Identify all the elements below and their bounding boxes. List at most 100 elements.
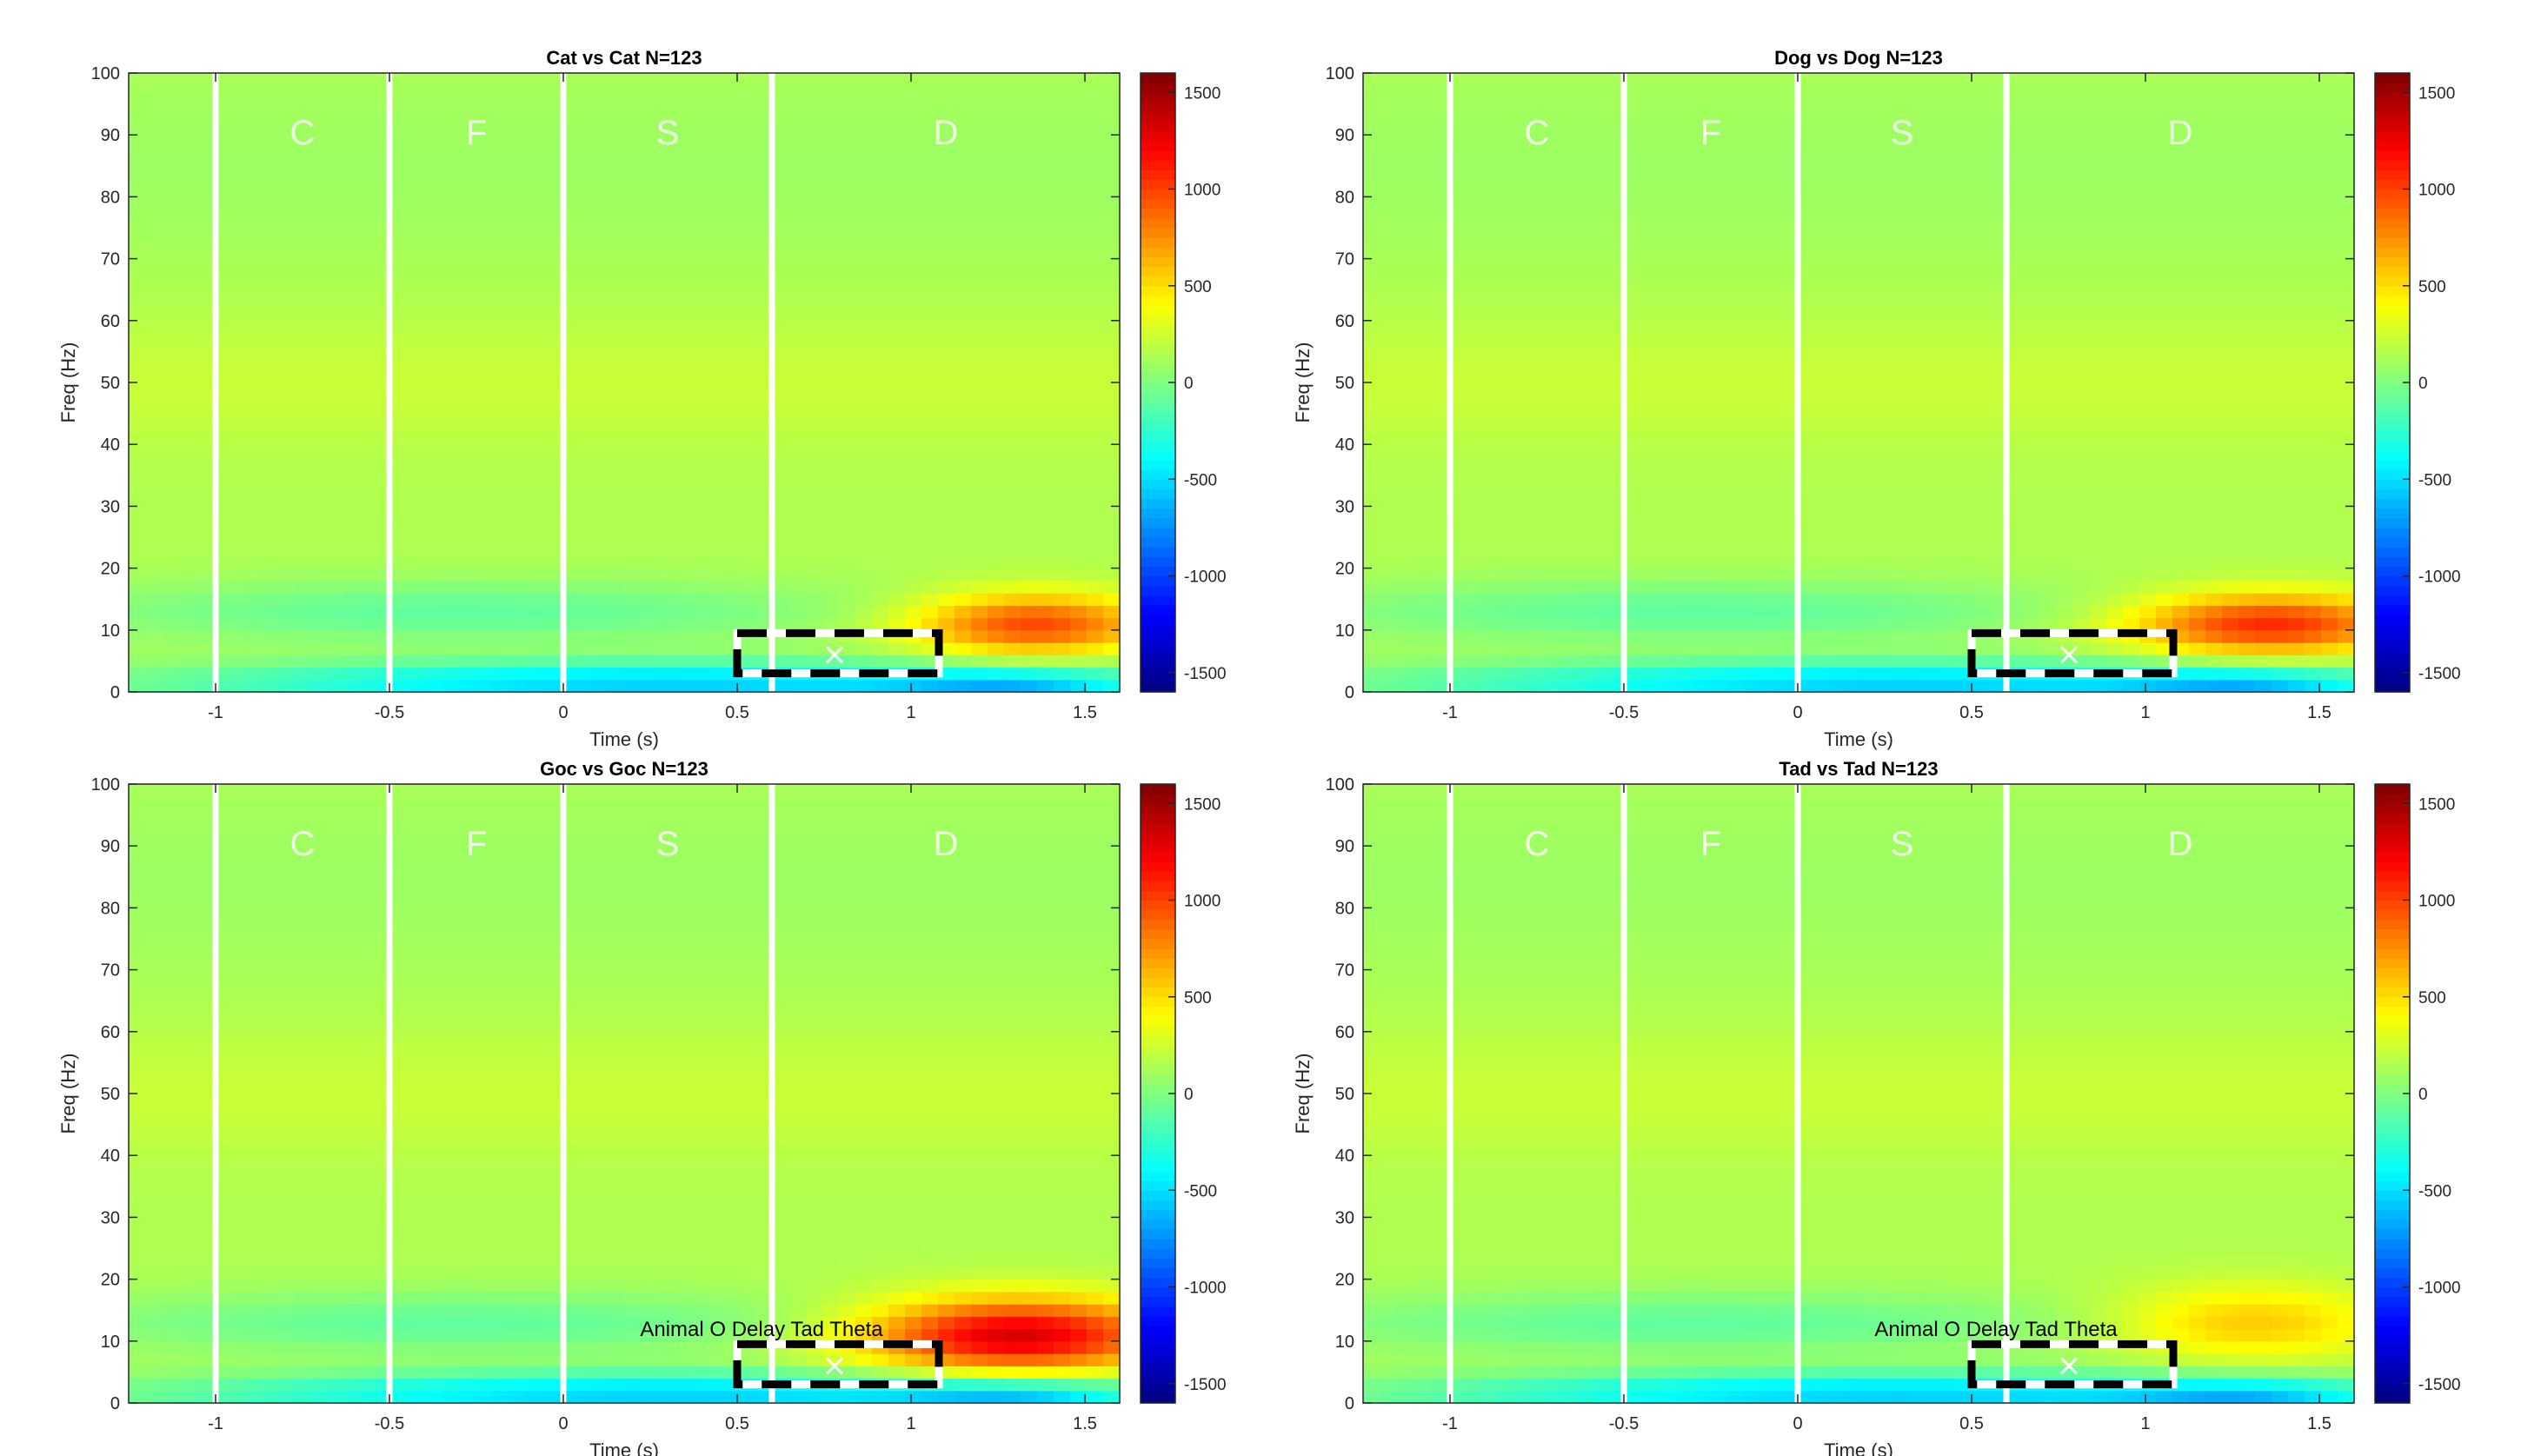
heatmap-cell: [1512, 655, 1529, 668]
heatmap-cell: [1103, 629, 1121, 643]
heatmap-cell: [575, 209, 592, 223]
heatmap-cell: [1103, 419, 1121, 433]
heatmap-cell: [426, 494, 443, 507]
heatmap-cell: [905, 73, 922, 86]
colorbar-step: [1141, 615, 1175, 625]
heatmap-cell: [905, 580, 922, 594]
heatmap-cell: [921, 617, 939, 631]
heatmap-cell: [1842, 530, 1859, 544]
heatmap-cell: [1021, 593, 1038, 606]
heatmap-cell: [1413, 395, 1430, 409]
heatmap-cell: [1561, 518, 1579, 532]
heatmap-cell: [591, 655, 609, 668]
heatmap-cell: [393, 369, 410, 383]
heatmap-cell: [244, 209, 262, 223]
heatmap-cell: [888, 184, 906, 197]
heatmap-cell: [1429, 469, 1447, 482]
heatmap-cell: [1429, 73, 1447, 86]
heatmap-cell: [426, 530, 443, 544]
heatmap-cell: [1363, 679, 1380, 693]
heatmap-cell: [1809, 617, 1826, 631]
heatmap-cell: [773, 196, 790, 210]
heatmap-cell: [492, 617, 509, 631]
heatmap-cell: [1413, 679, 1430, 693]
heatmap-cell: [575, 320, 592, 334]
heatmap-cell: [822, 184, 840, 197]
heatmap-cell: [310, 196, 328, 210]
colorbar-step: [1141, 315, 1175, 325]
heatmap-cell: [641, 196, 658, 210]
heatmap-cell: [1693, 258, 1711, 272]
heatmap-cell: [162, 171, 179, 185]
heatmap-cell: [492, 258, 509, 272]
heatmap-cell: [955, 431, 972, 445]
heatmap-cell: [294, 97, 311, 111]
heatmap-cell: [1037, 97, 1054, 111]
heatmap-cell: [740, 234, 757, 247]
heatmap-cell: [822, 506, 840, 520]
heatmap-cell: [1759, 642, 1777, 655]
heatmap-cell: [228, 246, 245, 260]
heatmap-cell: [1809, 234, 1826, 247]
heatmap-cell: [1826, 605, 1843, 619]
heatmap-cell: [178, 568, 196, 582]
heatmap-cell: [509, 258, 526, 272]
heatmap-cell: [773, 407, 790, 421]
heatmap-cell: [674, 196, 691, 210]
heatmap-cell: [343, 419, 361, 433]
heatmap-cell: [1054, 184, 1071, 197]
heatmap-cell: [1495, 506, 1513, 520]
heatmap-cell: [1380, 135, 1397, 149]
heatmap-cell: [129, 617, 146, 631]
heatmap-cell: [1495, 679, 1513, 693]
heatmap-cell: [1004, 382, 1021, 396]
heatmap-cell: [1859, 629, 1876, 643]
heatmap-cell: [178, 518, 196, 532]
heatmap-cell: [955, 605, 972, 619]
heatmap-cell: [1710, 73, 1727, 86]
heatmap-cell: [1054, 296, 1071, 309]
heatmap-cell: [872, 431, 889, 445]
heatmap-cell: [129, 320, 146, 334]
heatmap-cell: [145, 593, 163, 606]
heatmap-cell: [806, 270, 823, 284]
heatmap-cell: [360, 258, 377, 272]
heatmap-cell: [1776, 73, 1793, 86]
heatmap-cell: [872, 333, 889, 346]
heatmap-cell: [195, 469, 212, 482]
heatmap-cell: [955, 135, 972, 149]
heatmap-cell: [806, 171, 823, 185]
heatmap-cell: [608, 629, 625, 643]
heatmap-cell: [1759, 73, 1777, 86]
heatmap-cell: [1627, 382, 1645, 396]
heatmap-cell: [1941, 85, 1959, 99]
heatmap-cell: [1594, 456, 1612, 470]
heatmap-cell: [327, 494, 344, 507]
heatmap-cell: [839, 122, 856, 136]
heatmap-cell: [938, 85, 955, 99]
heatmap-cell: [1462, 395, 1480, 409]
heatmap-cell: [1908, 655, 1926, 668]
heatmap-cell: [129, 407, 146, 421]
heatmap-cell: [1859, 419, 1876, 433]
heatmap-cell: [244, 655, 262, 668]
heatmap-cell: [674, 296, 691, 309]
heatmap-cell: [442, 308, 460, 322]
heatmap-cell: [476, 431, 493, 445]
heatmap-cell: [1054, 481, 1071, 495]
heatmap-cell: [872, 518, 889, 532]
heatmap-cell: [509, 333, 526, 346]
heatmap-cell: [641, 135, 658, 149]
heatmap-cell: [1462, 171, 1480, 185]
heatmap-cell: [641, 617, 658, 631]
heatmap-cell: [1627, 431, 1645, 445]
heatmap-cell: [1726, 642, 1744, 655]
heatmap-cell: [1528, 407, 1546, 421]
heatmap-cell: [1054, 431, 1071, 445]
heatmap-cell: [244, 333, 262, 346]
heatmap-cell: [1396, 333, 1414, 346]
heatmap-cell: [294, 135, 311, 149]
heatmap-cell: [1429, 593, 1447, 606]
heatmap-cell: [442, 209, 460, 223]
heatmap-cell: [1842, 642, 1859, 655]
